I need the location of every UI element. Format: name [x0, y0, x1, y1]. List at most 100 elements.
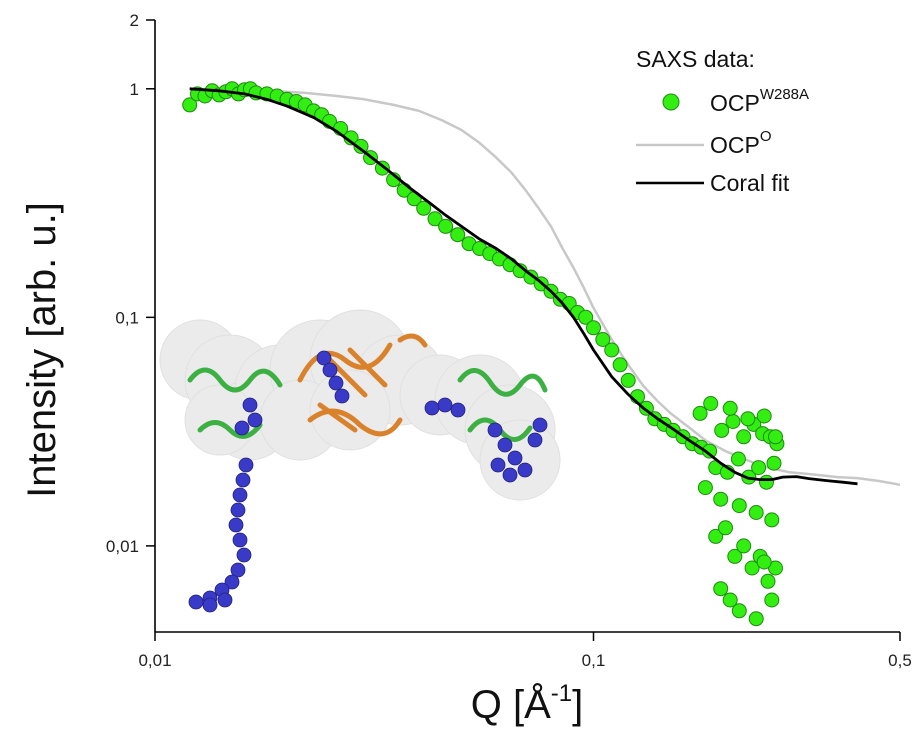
bead [507, 450, 523, 466]
ocp-w288a-points-layer [182, 81, 785, 627]
y-tick-label: 0,01 [106, 537, 139, 556]
bead [230, 502, 246, 518]
axes: 0,01 0,1 0,5 0,01 0,1 1 2 [106, 11, 912, 670]
data-point [736, 429, 752, 445]
linker-beads [188, 350, 548, 613]
data-point [736, 538, 752, 554]
bead [247, 412, 263, 428]
legend-label-ocp-w288a: OCPW288A [710, 86, 809, 116]
data-point [182, 97, 198, 113]
x-tick-label: 0,01 [138, 651, 171, 670]
data-point [578, 309, 594, 325]
data-point [718, 520, 733, 536]
data-point [612, 357, 628, 373]
bead [235, 472, 251, 488]
bead [224, 574, 240, 590]
coral-fit-line [189, 87, 858, 486]
data-point [713, 581, 729, 597]
bead [242, 397, 258, 413]
data-point [438, 218, 454, 234]
sheet-segment [297, 342, 393, 383]
data-point [748, 505, 764, 520]
data-point [416, 200, 432, 216]
data-point [595, 332, 611, 347]
data-point [427, 211, 443, 227]
bead [532, 417, 548, 433]
bead [188, 594, 204, 610]
x-ticks: 0,01 0,1 0,5 [138, 632, 912, 670]
data-point [766, 455, 782, 471]
data-point [722, 592, 738, 608]
data-point [730, 451, 746, 467]
x-tick-label: 0,5 [888, 651, 912, 670]
data-point [702, 443, 718, 459]
legend: SAXS data: OCPW288A OCPO Coral fit [636, 46, 809, 196]
legend-label-coral-fit: Coral fit [710, 170, 790, 196]
data-point [353, 138, 369, 154]
helix-segment [187, 367, 283, 393]
data-point [764, 592, 780, 608]
bead [232, 532, 248, 548]
data-point [586, 320, 601, 336]
sheet-segment [307, 408, 403, 437]
bead [232, 487, 248, 503]
y-tick-label: 2 [130, 11, 139, 30]
x-tick-label: 0,1 [582, 651, 606, 670]
bead [490, 457, 506, 473]
bead [217, 592, 233, 608]
protein-structure-inset [159, 309, 561, 613]
data-point [764, 512, 780, 528]
bead [228, 517, 244, 533]
data-point [731, 603, 747, 619]
data-point [714, 422, 730, 438]
data-point [731, 498, 747, 514]
helix-segment [457, 368, 548, 397]
data-point [751, 460, 767, 476]
data-point [744, 560, 760, 576]
helix-segment [197, 420, 263, 439]
data-point [756, 554, 772, 570]
data-point [450, 227, 466, 243]
hull-bead [184, 384, 256, 456]
bead [502, 467, 518, 483]
data-point [725, 414, 741, 429]
data-point [740, 411, 756, 427]
bead [437, 397, 453, 413]
bead [424, 400, 440, 416]
data-point [748, 611, 764, 627]
bead [316, 350, 332, 366]
data-point [756, 408, 772, 424]
legend-marker-ocp-w288a [662, 93, 680, 111]
legend-title: SAXS data: [636, 46, 755, 72]
data-point [703, 396, 719, 411]
bead [334, 388, 350, 404]
y-ticks: 0,01 0,1 1 2 [106, 11, 155, 556]
bead [450, 402, 466, 418]
data-point [713, 491, 729, 507]
data-point [760, 573, 776, 589]
y-axis-title: Intensity [arb. u.] [20, 202, 64, 498]
data-point [768, 429, 783, 445]
data-point [722, 400, 738, 416]
data-point [697, 480, 713, 496]
bead [487, 422, 503, 438]
data-point [708, 528, 724, 544]
bead [234, 420, 250, 436]
y-tick-label: 1 [130, 80, 139, 99]
x-axis-title: Q [Å-1] [471, 680, 584, 727]
bead [322, 362, 338, 378]
bead [497, 437, 513, 453]
plot-area [159, 81, 901, 627]
y-tick-label: 0,1 [115, 308, 139, 327]
bead [328, 375, 344, 391]
bead [517, 462, 533, 478]
data-point [759, 474, 774, 490]
bead [202, 597, 218, 613]
bead [527, 432, 543, 448]
bead [238, 457, 254, 473]
bead [236, 547, 252, 563]
legend-label-ocp-o: OCPO [710, 128, 772, 158]
data-point [604, 342, 620, 358]
data-point [727, 548, 743, 564]
